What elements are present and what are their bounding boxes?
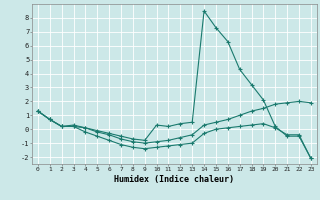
X-axis label: Humidex (Indice chaleur): Humidex (Indice chaleur) (115, 175, 234, 184)
